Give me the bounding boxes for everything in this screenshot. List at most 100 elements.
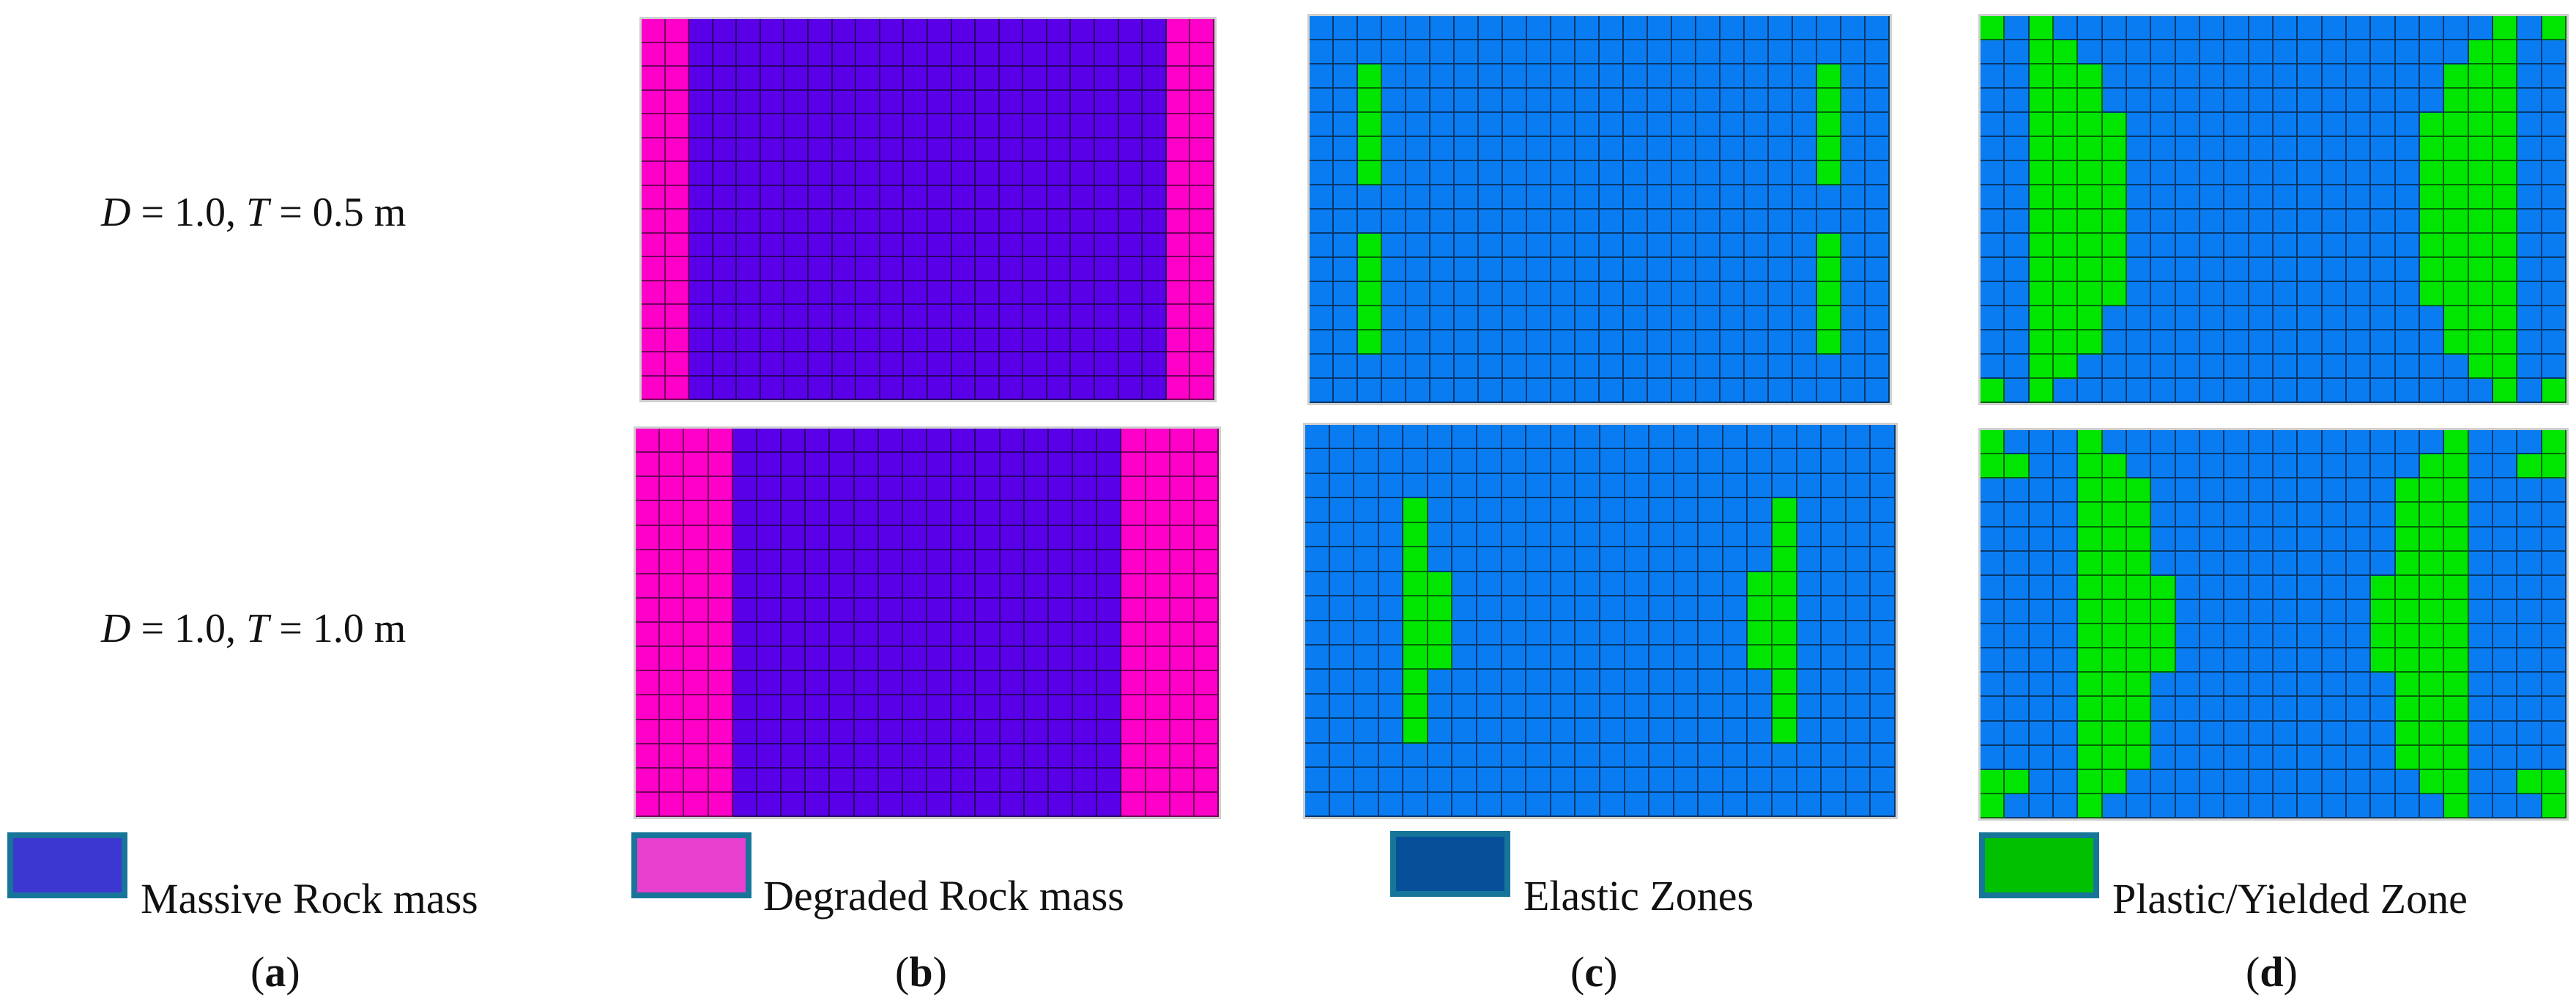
mesh-cell bbox=[2444, 379, 2469, 403]
mesh-cell bbox=[902, 695, 927, 720]
mesh-cell bbox=[2053, 330, 2079, 355]
mesh-cell bbox=[951, 281, 976, 305]
mesh-cell bbox=[1769, 185, 1793, 210]
mesh-cell bbox=[1071, 328, 1096, 352]
mesh-cell bbox=[1479, 258, 1503, 282]
mesh-cell bbox=[1748, 547, 1773, 572]
mesh-cell bbox=[951, 233, 976, 257]
mesh-cell bbox=[2371, 721, 2396, 746]
mesh-cell bbox=[1452, 449, 1478, 474]
mesh-cell bbox=[1329, 449, 1355, 474]
mesh-cell bbox=[1674, 743, 1699, 769]
mesh-cell bbox=[713, 19, 738, 43]
mesh-cell bbox=[1672, 379, 1696, 403]
panel-c-top bbox=[1307, 14, 1892, 405]
mesh-cell bbox=[1097, 792, 1122, 817]
mesh-cell bbox=[2029, 258, 2054, 282]
mesh-cell bbox=[2029, 648, 2054, 673]
mesh-cell bbox=[1477, 425, 1502, 450]
mesh-cell bbox=[2346, 355, 2372, 379]
mesh-cell bbox=[1047, 305, 1072, 329]
mesh-cell bbox=[689, 90, 713, 114]
mesh-cell bbox=[2053, 16, 2079, 40]
mesh-cell bbox=[1981, 745, 2005, 770]
mesh-cell bbox=[2224, 330, 2249, 355]
mesh-cell bbox=[902, 550, 927, 574]
mesh-cell bbox=[1649, 670, 1674, 695]
mesh-cell bbox=[1097, 768, 1122, 793]
mesh-cell bbox=[757, 720, 782, 744]
mesh-cell bbox=[1095, 185, 1119, 210]
mesh-cell bbox=[1071, 90, 1096, 114]
mesh-cell bbox=[1503, 40, 1527, 64]
mesh-cell bbox=[1430, 282, 1455, 306]
mesh-cell bbox=[1503, 16, 1527, 40]
mesh-cell bbox=[1527, 113, 1551, 137]
mesh-cell bbox=[1406, 282, 1430, 306]
mesh-cell bbox=[1745, 234, 1769, 258]
mesh-cell bbox=[1981, 575, 2005, 600]
mesh-cell bbox=[1378, 498, 1404, 523]
mesh-cell bbox=[1769, 161, 1793, 185]
mesh-cell bbox=[1981, 478, 2005, 503]
mesh-cell bbox=[1527, 258, 1551, 282]
mesh-cell bbox=[2542, 185, 2566, 210]
mesh-cell bbox=[1403, 768, 1428, 793]
mesh-cell bbox=[708, 574, 733, 599]
mesh-cell bbox=[1745, 185, 1769, 210]
mesh-cell bbox=[1428, 473, 1453, 499]
mesh-cell bbox=[1773, 670, 1797, 695]
mesh-cell bbox=[2322, 697, 2347, 722]
mesh-cell bbox=[665, 42, 690, 67]
mesh-cell bbox=[2175, 282, 2200, 306]
mesh-cell bbox=[2029, 64, 2054, 89]
mesh-cell bbox=[2493, 64, 2518, 89]
mesh-cell bbox=[1696, 306, 1721, 330]
mesh-cell bbox=[2273, 721, 2298, 746]
mesh-cell bbox=[2200, 306, 2225, 330]
mesh-cell bbox=[806, 623, 831, 648]
mesh-cell bbox=[1624, 16, 1648, 40]
mesh-cell bbox=[1428, 425, 1453, 450]
mesh-cell bbox=[2078, 503, 2103, 528]
mesh-cell bbox=[1503, 282, 1527, 306]
mesh-cell bbox=[880, 114, 905, 138]
mesh-cell bbox=[951, 114, 976, 138]
mesh-cell bbox=[713, 233, 738, 257]
mesh-cell bbox=[832, 67, 857, 91]
mesh-cell bbox=[1146, 744, 1170, 769]
mesh-cell bbox=[1773, 694, 1797, 720]
mesh-cell bbox=[927, 233, 952, 257]
mesh-cell bbox=[1797, 522, 1822, 548]
mesh-cell bbox=[1023, 376, 1047, 400]
mesh-cell bbox=[1329, 621, 1355, 646]
mesh-cell bbox=[2126, 648, 2152, 673]
mesh-cell bbox=[832, 328, 857, 352]
mesh-cell bbox=[2322, 185, 2347, 210]
mesh-cell bbox=[2102, 503, 2127, 528]
mesh-cell bbox=[999, 210, 1024, 234]
mesh-cell bbox=[2005, 16, 2030, 40]
mesh-cell bbox=[806, 792, 831, 817]
mesh-cell bbox=[1382, 40, 1406, 64]
mesh-cell bbox=[782, 453, 806, 478]
mesh-cell bbox=[1000, 647, 1025, 672]
mesh-cell bbox=[1699, 645, 1723, 670]
mesh-cell bbox=[2322, 161, 2347, 185]
mesh-cell bbox=[1575, 89, 1600, 113]
row-label-top: D = 1.0, T = 0.5 m bbox=[101, 192, 406, 233]
mesh-cell bbox=[1866, 282, 1890, 306]
mesh-cell bbox=[1071, 281, 1096, 305]
mesh-cell bbox=[1310, 355, 1334, 379]
mesh-cell bbox=[1477, 498, 1502, 523]
mesh-cell bbox=[1071, 42, 1096, 67]
mesh-cell bbox=[1310, 113, 1334, 137]
mesh-cell bbox=[927, 305, 952, 329]
mesh-cell bbox=[878, 623, 903, 648]
mesh-cell bbox=[1000, 501, 1025, 526]
mesh-cell bbox=[951, 501, 976, 526]
mesh-cell bbox=[880, 19, 905, 43]
mesh-cell bbox=[2102, 430, 2127, 455]
mesh-cell bbox=[1071, 19, 1096, 43]
mesh-cell bbox=[2200, 89, 2225, 113]
